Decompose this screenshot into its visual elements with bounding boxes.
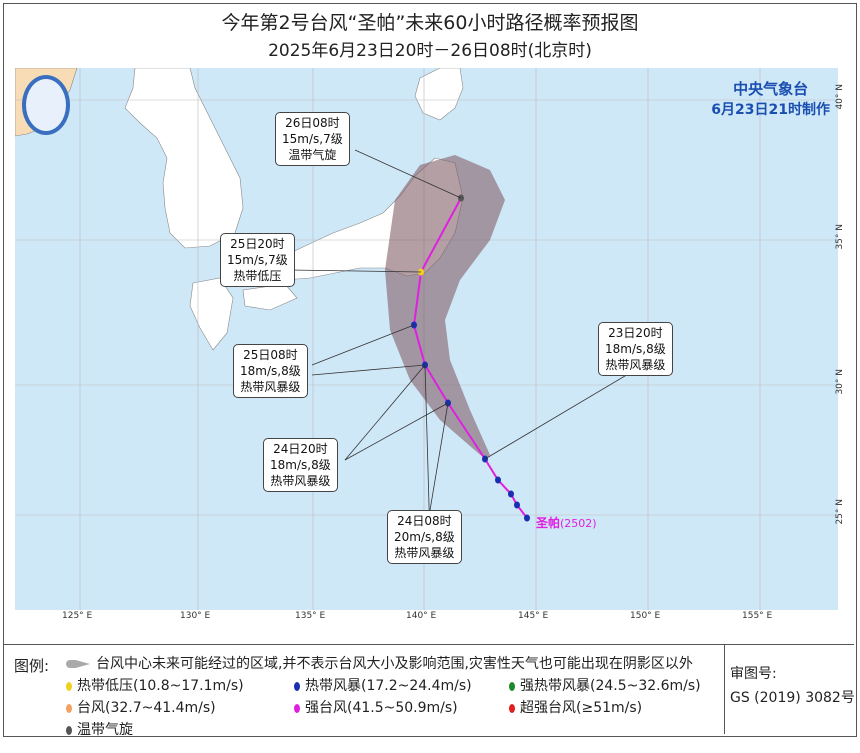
forecast-label-24-08: 24日08时 20m/s,8级 热带风暴级 — [387, 510, 462, 564]
lon-tick-label: 155° E — [742, 611, 773, 621]
legend-item: 强台风(41.5~50.9m/s) — [294, 697, 458, 717]
map-title: 今年第2号台风“圣帕”未来60小时路径概率预报图 — [221, 12, 639, 34]
probability-cone — [385, 155, 505, 459]
legend-item: 热带风暴(17.2~24.4m/s) — [294, 675, 472, 695]
lon-tick-label: 140° E — [406, 611, 437, 621]
lon-tick-label: 135° E — [295, 611, 326, 621]
legend-item-text: 热带低压(10.8~17.1m/s) — [77, 678, 244, 694]
agency-stamp: 中央气象台 6月23日21时制作 — [711, 78, 830, 119]
lon-tick-label: 125° E — [62, 611, 93, 621]
legend-item-text: 温带气旋 — [77, 722, 133, 738]
storm-symbol-icon — [66, 703, 72, 713]
hokkaido-land — [414, 68, 464, 121]
legend-item-text: 台风(32.7~41.4m/s) — [77, 700, 216, 716]
legend-cone: 台风中心未来可能经过的区域,并不表示台风大小及影响范围,灾害性天气也可能出现在阴… — [66, 653, 693, 673]
storm-symbol-icon — [509, 703, 515, 713]
forecast-label-25-20: 25日20时 15m/s,7级 热带低压 — [220, 233, 295, 287]
storm-name: 圣帕(2502) — [536, 514, 597, 531]
legend-item: 台风(32.7~41.4m/s) — [66, 697, 216, 717]
approval-number: GS (2019) 3082号 — [730, 690, 855, 706]
legend-divider — [724, 645, 725, 734]
lat-tick-label: 40° N — [835, 84, 845, 110]
cone-icon — [66, 660, 90, 668]
storm-name-text: 圣帕 — [536, 516, 561, 530]
agency-name: 中央气象台 — [733, 80, 809, 98]
legend-label: 图例: — [14, 657, 50, 675]
track-point — [495, 476, 501, 484]
legend: 图例: 台风中心未来可能经过的区域,并不表示台风大小及影响范围,灾害性天气也可能… — [4, 644, 855, 738]
lat-tick-label: 25° N — [835, 499, 845, 525]
map-subtitle: 2025年6月23日20时－26日08时(北京时) — [268, 41, 592, 61]
korea-land — [124, 68, 244, 249]
storm-symbol-icon — [294, 681, 300, 691]
frame — [3, 3, 857, 737]
graticule — [15, 68, 838, 610]
forecast-label-26-08: 26日08时 15m/s,7级 温带气旋 — [275, 112, 350, 166]
legend-cone-text: 台风中心未来可能经过的区域,并不表示台风大小及影响范围,灾害性天气也可能出现在阴… — [96, 656, 693, 672]
legend-item: 温带气旋 — [66, 719, 133, 739]
legend-item-text: 热带风暴(17.2~24.4m/s) — [305, 678, 472, 694]
lat-tick-label: 30° N — [835, 369, 845, 395]
forecast-label-25-08: 25日08时 18m/s,8级 热带风暴级 — [233, 344, 308, 398]
approval-label: 审图号: — [730, 666, 777, 682]
storm-symbol-icon — [66, 725, 72, 735]
storm-code: (2502) — [560, 517, 597, 530]
legend-item: 热带低压(10.8~17.1m/s) — [66, 675, 244, 695]
made-time: 6月23日21时制作 — [711, 102, 830, 118]
lon-tick-label: 130° E — [180, 611, 211, 621]
track-point — [514, 501, 520, 509]
track-point — [508, 490, 514, 498]
legend-item-text: 超强台风(≥51m/s) — [520, 700, 643, 716]
track-point — [524, 514, 530, 522]
storm-symbol-icon — [509, 681, 515, 691]
legend-item-text: 强台风(41.5~50.9m/s) — [305, 700, 458, 716]
storm-symbol-icon — [294, 703, 300, 713]
forecast-label-23-20: 23日20时 18m/s,8级 热带风暴级 — [598, 322, 673, 376]
forecast-label-24-20: 24日20时 18m/s,8级 热带风暴级 — [263, 438, 338, 492]
lat-tick-label: 35° N — [835, 224, 845, 250]
legend-item-text: 强热带风暴(24.5~32.6m/s) — [520, 678, 701, 694]
legend-item: 超强台风(≥51m/s) — [509, 697, 642, 717]
lon-tick-label: 145° E — [518, 611, 549, 621]
forecast-track — [412, 197, 528, 519]
storm-symbol-icon — [66, 681, 72, 691]
lon-tick-label: 150° E — [630, 611, 661, 621]
cma-logo — [22, 75, 70, 135]
legend-item: 强热带风暴(24.5~32.6m/s) — [509, 675, 701, 695]
